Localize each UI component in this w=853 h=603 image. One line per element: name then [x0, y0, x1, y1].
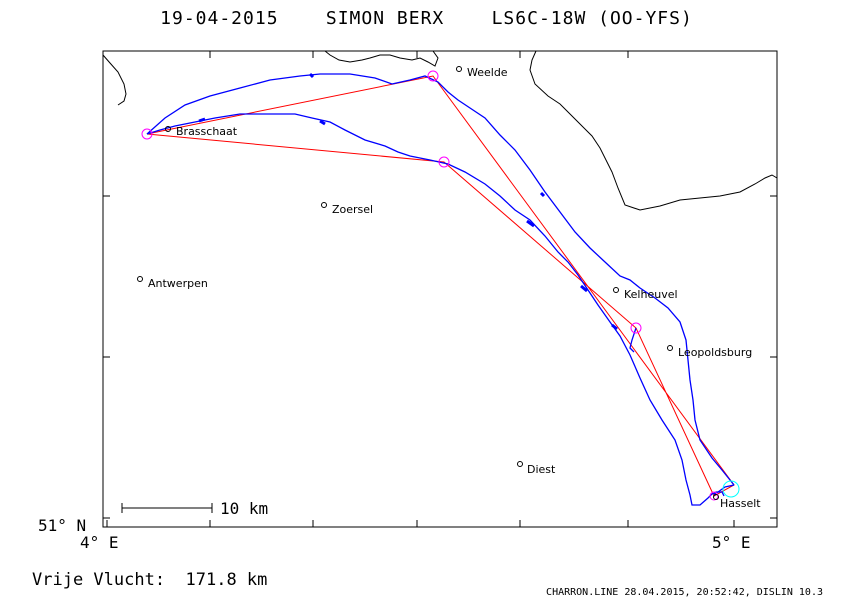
- turnpoint-marker: [438, 156, 450, 168]
- scale-bar: [121, 503, 213, 513]
- place-label-antwerpen: Antwerpen: [148, 277, 208, 290]
- scale-bar-label: 10 km: [220, 499, 268, 518]
- map-frame: [102, 50, 778, 528]
- axis-ticks: [103, 51, 777, 527]
- distance-summary: Vrije Vlucht: 171.8 km: [32, 570, 268, 590]
- place-label-brasschaat: Brasschaat: [176, 125, 238, 138]
- turnpoint-marker: [141, 128, 153, 140]
- task-lines: [146, 75, 735, 497]
- turnpoint-marker: [630, 322, 642, 334]
- chart-title: 19-04-2015 SIMON BERX LS6C-18W (OO-YFS): [160, 8, 693, 29]
- place-label-kelheuvel: Kelheuvel: [624, 288, 678, 301]
- lon-axis-label-min: 4° E: [80, 533, 119, 552]
- place-markers: [137, 66, 719, 500]
- place-label-hasselt: Hasselt: [720, 497, 761, 510]
- place-label-leopoldsburg: Leopoldsburg: [678, 346, 752, 359]
- track-markers: [198, 72, 618, 331]
- country-border: [102, 50, 778, 211]
- flight-track: [146, 73, 735, 506]
- turnpoints: [141, 70, 719, 501]
- lat-axis-label: 51° N: [38, 516, 86, 535]
- place-label-weelde: Weelde: [467, 66, 508, 79]
- place-label-zoersel: Zoersel: [332, 203, 373, 216]
- start-circle: [722, 480, 740, 498]
- lon-axis-label-max: 5° E: [712, 533, 751, 552]
- turnpoint-marker: [427, 70, 439, 82]
- credits: CHARRON.LINE 28.04.2015, 20:52:42, DISLI…: [546, 587, 823, 598]
- place-label-diest: Diest: [527, 463, 556, 476]
